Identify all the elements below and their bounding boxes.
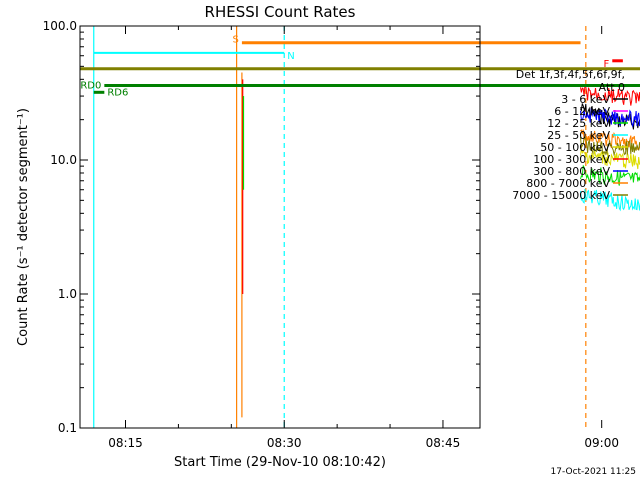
- series-line-3: [580, 188, 640, 212]
- series-line-6: [580, 107, 640, 128]
- legend-label-4: 50 - 100 keV: [540, 141, 610, 154]
- legend-label-1: 6 - 12 keV: [554, 105, 610, 118]
- series-line-5: [580, 84, 640, 106]
- flag-label-1: N: [287, 51, 294, 62]
- series-line-2: [580, 165, 640, 186]
- x-tick-label-2: 08:45: [426, 436, 461, 450]
- x-tick-label-1: 08:30: [267, 436, 302, 450]
- x-axis-label: Start Time (29-Nov-10 08:10:42): [174, 455, 386, 470]
- y-tick-label-3: 100.0: [43, 19, 77, 33]
- series-line-8: [580, 136, 640, 157]
- flag-label-7: RD0: [80, 80, 101, 91]
- legend-label-0: 3 - 6 keV: [561, 93, 610, 106]
- flag-label-8: RD6: [107, 87, 128, 98]
- legend-label-5: 100 - 300 keV: [533, 153, 610, 166]
- axis-ticks: 0.11.010.0100.008:1508:3008:4509:0009:15…: [43, 19, 619, 450]
- x-tick-label-0: 08:15: [108, 436, 143, 450]
- legend-label-7: 800 - 7000 keV: [526, 177, 610, 190]
- legend-label-8: 7000 - 15000 keV: [512, 189, 610, 202]
- legend-label-6: 300 - 800 keV: [533, 165, 610, 178]
- footer-timestamp: 17-Oct-2021 11:25: [551, 467, 636, 477]
- flag-label-0: S: [233, 35, 239, 46]
- y-tick-label-1: 1.0: [58, 287, 77, 301]
- legend-header-line-1: Det 1f,3f,4f,5f,6f,9f,: [516, 68, 625, 81]
- series-line-0: [580, 103, 640, 130]
- plot-frame: [79, 25, 481, 429]
- x-tick-label-3: 09:00: [584, 436, 619, 450]
- chart-title: RHESSI Count Rates: [205, 3, 356, 21]
- legend-header-line-2: Att 0: [599, 81, 625, 94]
- y-axis-label: Count Rate (s⁻¹ detector segment⁻¹): [16, 108, 31, 346]
- y-tick-label-0: 0.1: [58, 421, 77, 435]
- flag-bars: SNFFD1FD2RD0RD6: [80, 35, 640, 98]
- legend-label-3: 25 - 50 keV: [547, 129, 610, 142]
- series-line-4: [580, 148, 640, 170]
- flag-label-3: F: [604, 59, 610, 70]
- legend-label-2: 12 - 25 keV: [547, 117, 610, 130]
- y-tick-label-2: 10.0: [50, 153, 77, 167]
